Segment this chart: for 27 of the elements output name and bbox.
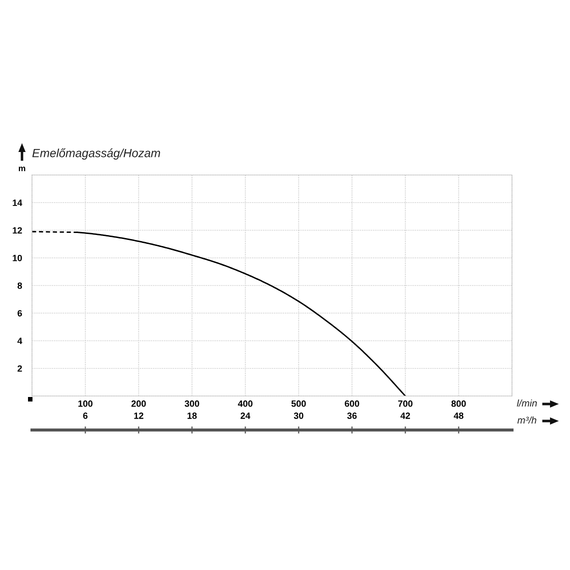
x2-tick-label: 36 <box>347 412 357 419</box>
x2-axis-title: m³/h <box>517 416 536 424</box>
x2-tick-label: 18 <box>188 412 197 419</box>
x-tick-label: 200 <box>131 400 146 407</box>
x2-tick-label: 6 <box>83 412 88 419</box>
x2-tick-label: 24 <box>240 412 250 419</box>
x2-tick-label: 42 <box>400 412 410 419</box>
y-tick-label: 2 <box>18 365 22 372</box>
y-axis-title: m <box>18 166 26 172</box>
x2-tick-label: 30 <box>294 412 304 419</box>
x2-tick-label: 12 <box>134 412 144 419</box>
y-tick-label: 10 <box>12 254 22 262</box>
y-tick-label: 4 <box>17 338 22 344</box>
y-tick-label: 8 <box>18 282 22 289</box>
x-tick-label: 800 <box>451 400 466 407</box>
x-tick-label: 300 <box>184 400 200 407</box>
x-tick-label: 700 <box>398 400 412 407</box>
y-tick-label: 12 <box>12 227 22 234</box>
x-tick-label: 100 <box>78 400 92 407</box>
x-tick-label: 400 <box>238 400 252 407</box>
y-tick-label: 14 <box>12 200 22 206</box>
x-tick-label: 500 <box>291 400 306 407</box>
chart-title: Emelőmagasság/Hozam <box>32 148 160 160</box>
x-axis-title: l/min <box>516 399 537 407</box>
x-tick-label: 600 <box>344 400 360 407</box>
y-tick-label: 6 <box>18 310 22 316</box>
x2-tick-label: 48 <box>454 412 464 419</box>
